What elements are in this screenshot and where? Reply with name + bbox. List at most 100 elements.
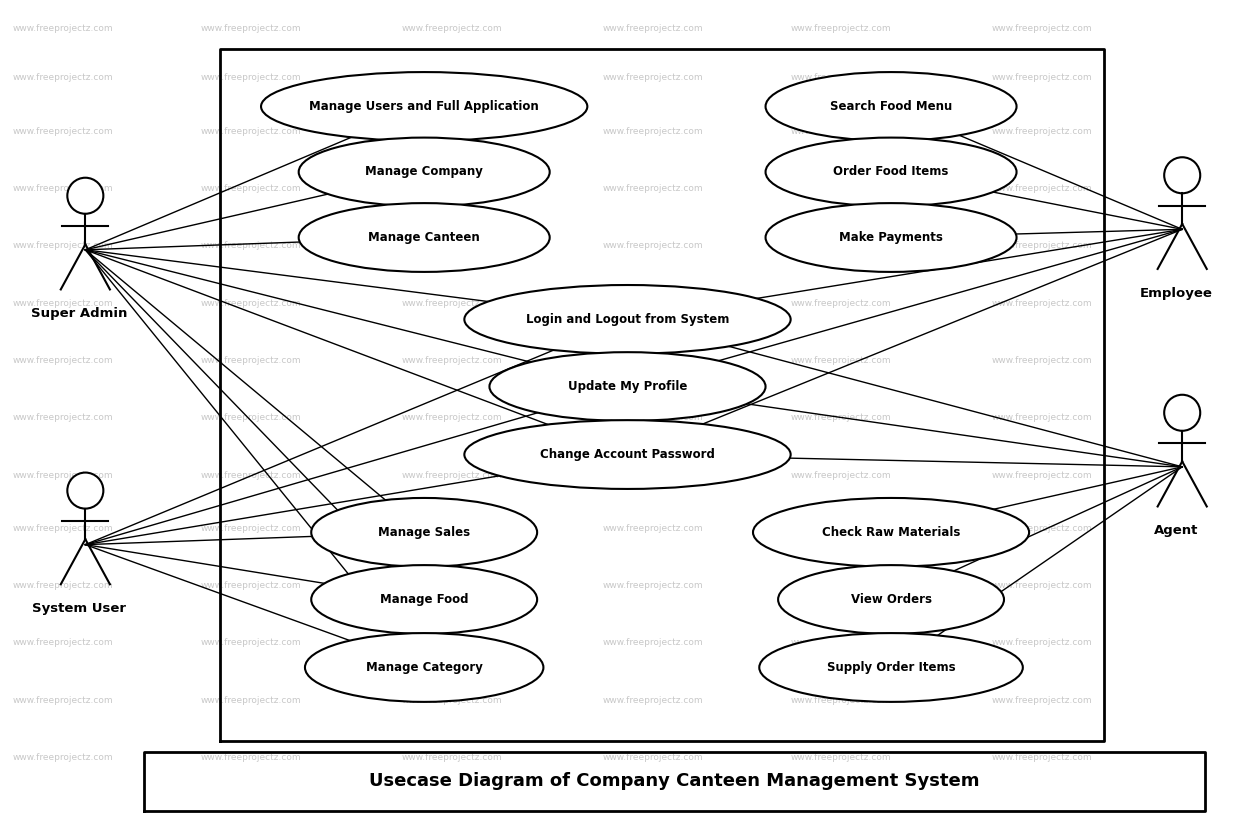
Text: www.freeprojectz.com: www.freeprojectz.com <box>402 581 502 590</box>
Ellipse shape <box>759 633 1023 702</box>
Text: www.freeprojectz.com: www.freeprojectz.com <box>201 414 301 422</box>
Text: www.freeprojectz.com: www.freeprojectz.com <box>602 639 703 647</box>
Text: Usecase Diagram of Company Canteen Management System: Usecase Diagram of Company Canteen Manag… <box>369 772 980 790</box>
Text: www.freeprojectz.com: www.freeprojectz.com <box>402 753 502 762</box>
Text: System User: System User <box>33 602 126 615</box>
Text: www.freeprojectz.com: www.freeprojectz.com <box>602 471 703 479</box>
Text: www.freeprojectz.com: www.freeprojectz.com <box>201 25 301 33</box>
Text: www.freeprojectz.com: www.freeprojectz.com <box>991 524 1092 532</box>
Text: Change Account Password: Change Account Password <box>540 448 715 461</box>
Ellipse shape <box>299 203 550 272</box>
Text: www.freeprojectz.com: www.freeprojectz.com <box>991 242 1092 250</box>
Ellipse shape <box>464 420 791 489</box>
Ellipse shape <box>1165 157 1200 193</box>
Text: Update My Profile: Update My Profile <box>567 380 688 393</box>
Text: www.freeprojectz.com: www.freeprojectz.com <box>402 524 502 532</box>
Text: www.freeprojectz.com: www.freeprojectz.com <box>13 414 113 422</box>
Text: www.freeprojectz.com: www.freeprojectz.com <box>991 299 1092 307</box>
Text: www.freeprojectz.com: www.freeprojectz.com <box>13 127 113 135</box>
Text: Manage Users and Full Application: Manage Users and Full Application <box>309 100 540 113</box>
Text: www.freeprojectz.com: www.freeprojectz.com <box>791 25 891 33</box>
Text: www.freeprojectz.com: www.freeprojectz.com <box>602 184 703 192</box>
Text: www.freeprojectz.com: www.freeprojectz.com <box>201 581 301 590</box>
Text: Agent: Agent <box>1153 524 1199 537</box>
Text: Manage Category: Manage Category <box>365 661 483 674</box>
Text: www.freeprojectz.com: www.freeprojectz.com <box>991 127 1092 135</box>
Text: www.freeprojectz.com: www.freeprojectz.com <box>791 127 891 135</box>
Ellipse shape <box>753 498 1029 567</box>
Text: www.freeprojectz.com: www.freeprojectz.com <box>991 184 1092 192</box>
Text: www.freeprojectz.com: www.freeprojectz.com <box>13 25 113 33</box>
Text: www.freeprojectz.com: www.freeprojectz.com <box>402 414 502 422</box>
Text: www.freeprojectz.com: www.freeprojectz.com <box>991 356 1092 364</box>
Text: www.freeprojectz.com: www.freeprojectz.com <box>791 524 891 532</box>
Text: www.freeprojectz.com: www.freeprojectz.com <box>201 299 301 307</box>
Text: Check Raw Materials: Check Raw Materials <box>822 526 960 539</box>
Text: www.freeprojectz.com: www.freeprojectz.com <box>602 299 703 307</box>
Text: www.freeprojectz.com: www.freeprojectz.com <box>201 696 301 704</box>
Text: www.freeprojectz.com: www.freeprojectz.com <box>13 639 113 647</box>
Text: www.freeprojectz.com: www.freeprojectz.com <box>402 299 502 307</box>
Ellipse shape <box>68 473 103 509</box>
Text: www.freeprojectz.com: www.freeprojectz.com <box>402 639 502 647</box>
Text: www.freeprojectz.com: www.freeprojectz.com <box>991 639 1092 647</box>
Text: www.freeprojectz.com: www.freeprojectz.com <box>791 184 891 192</box>
Text: www.freeprojectz.com: www.freeprojectz.com <box>602 414 703 422</box>
Text: www.freeprojectz.com: www.freeprojectz.com <box>991 74 1092 82</box>
Text: www.freeprojectz.com: www.freeprojectz.com <box>402 74 502 82</box>
Ellipse shape <box>299 138 550 206</box>
Text: www.freeprojectz.com: www.freeprojectz.com <box>602 696 703 704</box>
Text: www.freeprojectz.com: www.freeprojectz.com <box>602 127 703 135</box>
Text: www.freeprojectz.com: www.freeprojectz.com <box>791 581 891 590</box>
Ellipse shape <box>778 565 1004 634</box>
Text: www.freeprojectz.com: www.freeprojectz.com <box>602 242 703 250</box>
Text: Super Admin: Super Admin <box>31 307 127 320</box>
Text: www.freeprojectz.com: www.freeprojectz.com <box>13 74 113 82</box>
Text: www.freeprojectz.com: www.freeprojectz.com <box>791 639 891 647</box>
Text: www.freeprojectz.com: www.freeprojectz.com <box>791 74 891 82</box>
Text: View Orders: View Orders <box>851 593 931 606</box>
Ellipse shape <box>489 352 766 421</box>
Text: www.freeprojectz.com: www.freeprojectz.com <box>602 356 703 364</box>
Text: www.freeprojectz.com: www.freeprojectz.com <box>991 581 1092 590</box>
Text: www.freeprojectz.com: www.freeprojectz.com <box>201 184 301 192</box>
Text: www.freeprojectz.com: www.freeprojectz.com <box>791 753 891 762</box>
Ellipse shape <box>766 203 1017 272</box>
Text: Login and Logout from System: Login and Logout from System <box>526 313 729 326</box>
Ellipse shape <box>766 72 1017 141</box>
Text: www.freeprojectz.com: www.freeprojectz.com <box>791 414 891 422</box>
Text: www.freeprojectz.com: www.freeprojectz.com <box>791 471 891 479</box>
Text: www.freeprojectz.com: www.freeprojectz.com <box>602 74 703 82</box>
Text: Order Food Items: Order Food Items <box>833 165 949 179</box>
Text: www.freeprojectz.com: www.freeprojectz.com <box>13 242 113 250</box>
Text: www.freeprojectz.com: www.freeprojectz.com <box>13 299 113 307</box>
Text: www.freeprojectz.com: www.freeprojectz.com <box>402 696 502 704</box>
Text: www.freeprojectz.com: www.freeprojectz.com <box>201 753 301 762</box>
Ellipse shape <box>68 178 103 214</box>
Text: Manage Food: Manage Food <box>380 593 468 606</box>
Ellipse shape <box>261 72 587 141</box>
Text: www.freeprojectz.com: www.freeprojectz.com <box>402 25 502 33</box>
Text: Manage Company: Manage Company <box>365 165 483 179</box>
Text: www.freeprojectz.com: www.freeprojectz.com <box>13 753 113 762</box>
Text: www.freeprojectz.com: www.freeprojectz.com <box>13 356 113 364</box>
Text: www.freeprojectz.com: www.freeprojectz.com <box>13 581 113 590</box>
Text: www.freeprojectz.com: www.freeprojectz.com <box>13 696 113 704</box>
Text: Supply Order Items: Supply Order Items <box>827 661 955 674</box>
Text: www.freeprojectz.com: www.freeprojectz.com <box>201 639 301 647</box>
Text: www.freeprojectz.com: www.freeprojectz.com <box>201 524 301 532</box>
Ellipse shape <box>311 498 537 567</box>
Text: www.freeprojectz.com: www.freeprojectz.com <box>602 753 703 762</box>
Text: www.freeprojectz.com: www.freeprojectz.com <box>13 471 113 479</box>
Text: www.freeprojectz.com: www.freeprojectz.com <box>201 74 301 82</box>
Ellipse shape <box>766 138 1017 206</box>
Ellipse shape <box>311 565 537 634</box>
Text: www.freeprojectz.com: www.freeprojectz.com <box>201 471 301 479</box>
Text: Employee: Employee <box>1140 287 1212 300</box>
Text: www.freeprojectz.com: www.freeprojectz.com <box>791 242 891 250</box>
Text: Search Food Menu: Search Food Menu <box>830 100 953 113</box>
Text: www.freeprojectz.com: www.freeprojectz.com <box>991 696 1092 704</box>
Text: Manage Canteen: Manage Canteen <box>368 231 481 244</box>
Text: www.freeprojectz.com: www.freeprojectz.com <box>991 414 1092 422</box>
Text: www.freeprojectz.com: www.freeprojectz.com <box>991 25 1092 33</box>
